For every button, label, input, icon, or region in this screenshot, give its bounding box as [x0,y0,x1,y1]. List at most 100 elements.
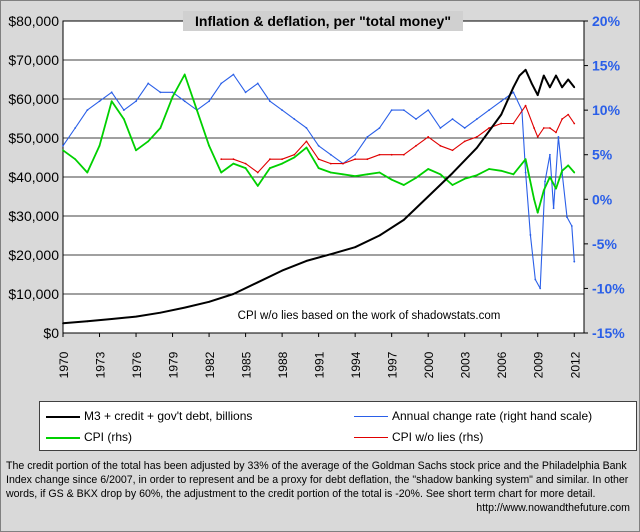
data-point [542,74,545,77]
data-point [463,140,466,143]
data-point [354,246,357,249]
x-axis-ticks: 1970 1973 1976 1979 1982 1985 1988 1991 1994 1997… [57,333,582,378]
series-line [221,105,575,174]
x-tick-label: 1982 [203,351,217,378]
data-point [402,219,405,221]
data-point [567,78,570,81]
chart-title: Inflation & deflation, per "total money" [195,13,451,29]
data-point [512,173,515,176]
right-tick-label: 10% [592,102,621,118]
data-point [529,234,532,236]
data-point [555,187,557,190]
data-point [451,172,454,175]
data-point [305,146,308,149]
data-point [62,144,64,147]
right-tick-label: 20% [592,13,621,29]
left-tick-label: $80,000 [8,13,59,29]
series-2 [62,73,576,214]
right-tick-label: 5% [592,147,613,163]
data-point [536,94,539,96]
data-point [329,153,332,156]
data-point [183,306,186,309]
data-point [475,118,478,120]
data-point [427,195,430,198]
data-point [159,311,162,314]
left-axis-ticks: $0 $10,000 $20,000 $30,000 $40,000 $50,000 $60… [8,13,59,341]
legend-item-annual: Annual change rate (right hand scale) [354,409,592,425]
data-point [451,184,454,186]
data-point [530,82,533,85]
legend-label-cpi-no-lies: CPI w/o lies (rhs) [392,430,484,444]
data-point [402,184,405,186]
data-point [329,171,332,174]
data-point [196,109,198,112]
data-point [317,144,320,147]
data-point [378,153,381,156]
data-point [220,158,223,161]
data-point [439,127,442,129]
data-point [110,91,113,94]
data-point [539,287,542,290]
data-point [549,153,551,156]
data-point [366,135,369,138]
legend-swatch-m3 [46,415,80,418]
footnote-url[interactable]: http://www.nowandthefuture.com [476,502,630,514]
data-point [488,127,490,129]
data-point [439,173,442,176]
right-tick-label: -5% [592,236,617,252]
data-point [567,113,570,116]
data-point [542,189,545,192]
data-point [208,300,210,303]
data-point [427,109,430,112]
left-tick-label: $50,000 [8,130,59,146]
series-0 [62,68,576,325]
data-point [183,73,186,76]
data-point [451,149,454,152]
data-point [86,109,89,112]
data-point [269,100,271,103]
data-point [533,198,535,201]
legend-label-annual: Annual change rate (right hand scale) [392,409,593,423]
footnote: The credit portion of the total has been… [6,459,634,515]
left-tick-label: $60,000 [8,91,59,107]
data-point [570,225,573,227]
data-point [573,171,576,174]
data-point [561,86,563,89]
data-point [208,144,210,147]
data-point [439,144,442,147]
left-tick-label: $20,000 [8,247,59,263]
gridlines [63,59,584,295]
legend-item-cpi-no-lies: CPI w/o lies (rhs) [354,430,483,446]
data-point [427,168,430,170]
data-point [512,122,515,125]
left-tick-label: $70,000 [8,52,59,68]
data-point [74,127,77,129]
data-point [552,207,555,210]
data-point [415,176,417,179]
data-point [500,122,503,125]
data-point [269,167,271,169]
data-point [220,171,223,174]
left-tick-label: $40,000 [8,169,59,185]
right-axis-ticks: -15% -10% -5% 0% 5% 10% 15% 20% [584,13,625,341]
data-point [110,318,113,320]
data-point [390,178,393,181]
data-point [244,91,247,94]
data-point [135,315,137,318]
data-point [561,169,563,172]
data-point [281,162,284,165]
data-point [402,153,405,156]
chart-svg: $0 $10,000 $20,000 $30,000 $40,000 $50,000 $60… [8,11,625,378]
data-point [378,234,381,237]
data-point [281,109,284,112]
data-point [549,86,551,89]
legend-item-m3: M3 + credit + gov't debt, billions [46,409,252,425]
data-point [147,82,150,85]
data-point [232,73,235,76]
x-tick-label: 2009 [532,351,546,378]
data-point [354,158,357,161]
data-point [232,158,235,161]
data-point [122,118,125,120]
left-tick-label: $30,000 [8,208,59,224]
